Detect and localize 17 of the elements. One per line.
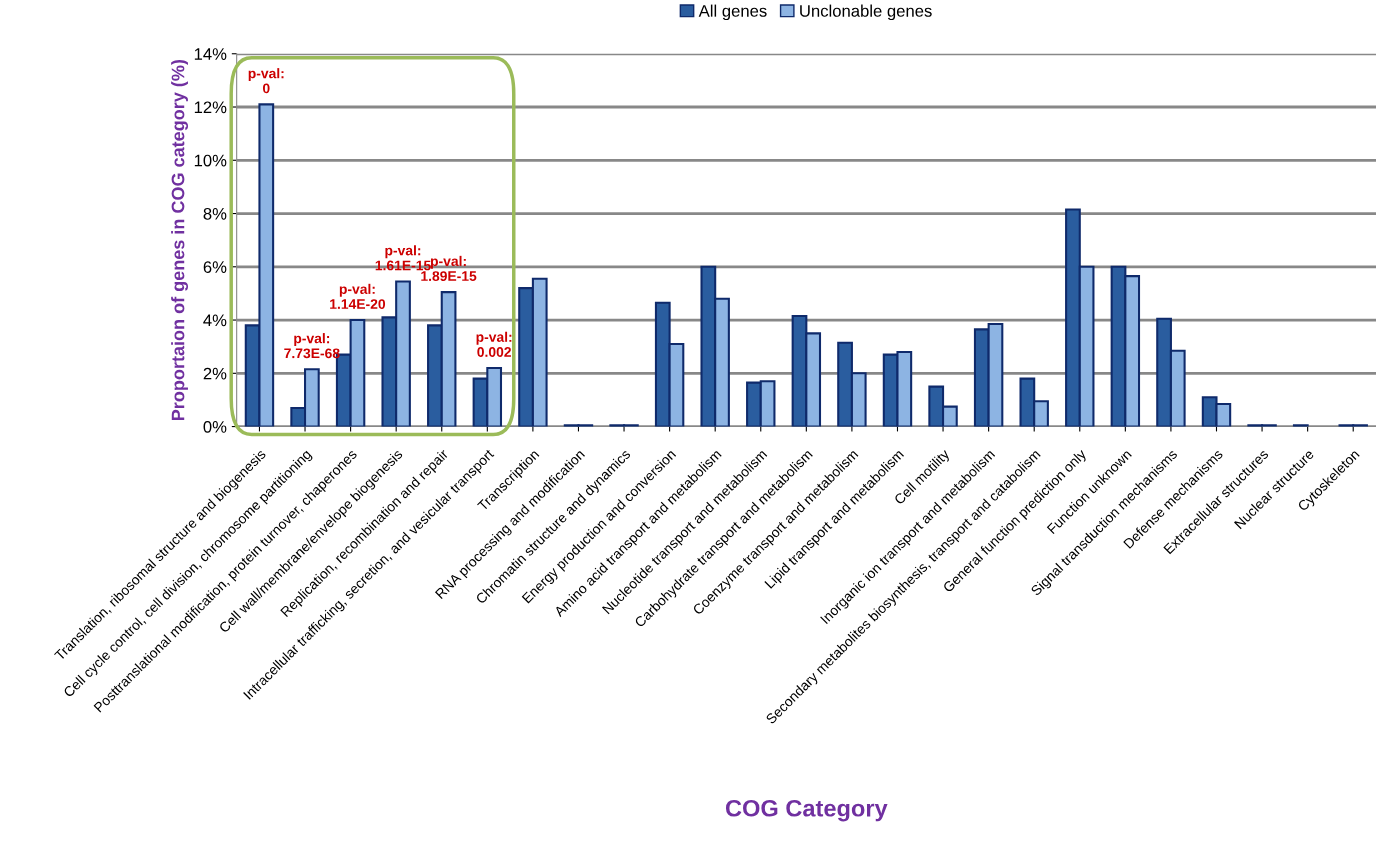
y-tick-label: 4% bbox=[203, 314, 227, 327]
y-tick-label: 6% bbox=[203, 261, 227, 273]
y-axis-title: Proportaion of genes in COG category (%) bbox=[171, 59, 189, 421]
y-tick-label: 10% bbox=[194, 154, 227, 167]
annotation: p-val: 0 bbox=[248, 68, 284, 94]
legend-label: All genes bbox=[698, 4, 767, 21]
annotation: p-val: 7.73E-68 bbox=[284, 333, 340, 359]
y-tick-label: 12% bbox=[194, 101, 227, 114]
y-tick-label: 8% bbox=[203, 207, 227, 220]
y-tick-label: 14% bbox=[194, 48, 227, 60]
annotation: p-val: 1.61E-15 bbox=[375, 245, 431, 271]
y-tick-label: 0% bbox=[203, 420, 227, 433]
annotation: p-val: 0.002 bbox=[476, 331, 512, 357]
annotation: p-val: 1.14E-20 bbox=[330, 283, 386, 309]
legend-label: Unclonable genes bbox=[800, 4, 932, 21]
y-tick-label: 2% bbox=[203, 367, 227, 380]
x-axis-title: COG Category bbox=[725, 799, 888, 822]
